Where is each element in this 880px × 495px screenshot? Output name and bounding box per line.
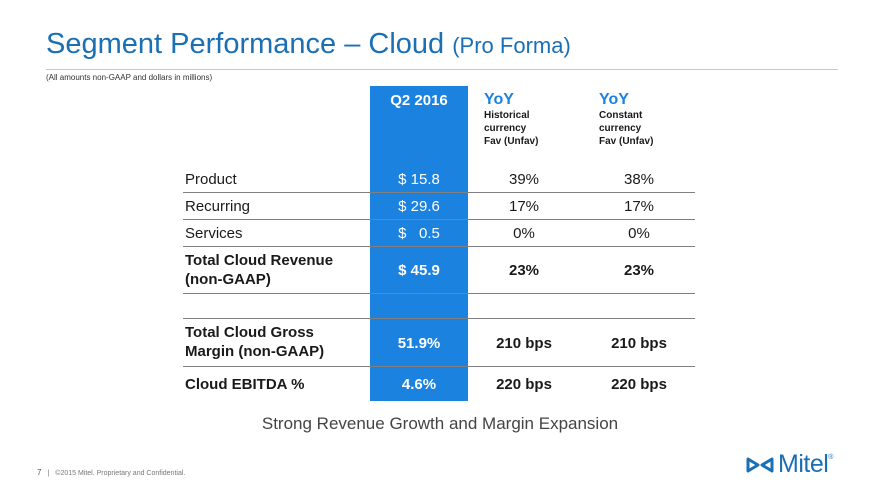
row-divider: [183, 293, 695, 294]
header-yoy-historical-line3: Fav (Unfav): [484, 136, 539, 147]
header-yoy-constant-line3: Fav (Unfav): [599, 136, 654, 147]
slide-title-main: Segment Performance – Cloud: [46, 28, 445, 60]
header-yoy-constant: YoY Constant currency Fav (Unfav): [599, 91, 653, 148]
row-q2-value: $ 45.9: [398, 262, 440, 279]
table-row-cloud-ebitda: Cloud EBITDA % 4.6% 220 bps 220 bps: [183, 374, 695, 396]
row-divider: [183, 246, 695, 247]
row-label: Total Cloud Revenue (non-GAAP): [185, 251, 333, 289]
row-yoy-historical: 17%: [508, 198, 540, 215]
header-yoy-constant-title: YoY: [599, 91, 629, 108]
header-yoy-historical: YoY Historical currency Fav (Unfav): [484, 91, 538, 148]
table-row-services: Services $ 0.5 0% 0%: [183, 223, 695, 245]
row-yoy-constant: 0%: [628, 225, 650, 242]
header-yoy-constant-line1: Constant: [599, 110, 643, 121]
row-yoy-constant: 220 bps: [611, 376, 667, 393]
header-yoy-historical-title: YoY: [484, 91, 514, 108]
row-divider: [183, 219, 695, 220]
slide-tagline: Strong Revenue Growth and Margin Expansi…: [261, 414, 619, 433]
footer-separator: |: [47, 470, 50, 477]
mitel-infinity-icon: [745, 456, 775, 474]
row-q2-value: $ 29.6: [398, 198, 440, 215]
row-divider: [183, 366, 695, 367]
table-row-product: Product $ 15.8 39% 38%: [183, 169, 695, 191]
table-row-total-cloud-gross-margin: Total Cloud Gross Margin (non-GAAP) 51.9…: [183, 322, 695, 364]
mitel-wordmark: Mitel: [778, 450, 829, 478]
header-q2-2016: Q2 2016: [390, 92, 448, 109]
row-yoy-historical: 23%: [508, 262, 540, 279]
table-row-recurring: Recurring $ 29.6 17% 17%: [183, 196, 695, 218]
row-label: Services: [185, 225, 243, 242]
slide-title-suffix: (Pro Forma): [452, 33, 571, 58]
row-label: Total Cloud Gross Margin (non-GAAP): [185, 323, 324, 361]
row-yoy-historical: 220 bps: [496, 376, 552, 393]
row-yoy-historical: 0%: [513, 225, 535, 242]
mitel-logo: Mitel ®: [745, 450, 833, 479]
row-label: Product: [185, 171, 237, 188]
copyright-notice: ©2015 Mitel. Proprietary and Confidentia…: [55, 470, 186, 477]
row-q2-value: 51.9%: [397, 335, 441, 352]
row-yoy-constant: 38%: [623, 171, 655, 188]
header-yoy-historical-line2: currency: [484, 123, 527, 134]
row-label-line2: Margin (non-GAAP): [185, 343, 325, 360]
row-yoy-constant: 210 bps: [611, 335, 667, 352]
amounts-note: (All amounts non-GAAP and dollars in mil…: [46, 73, 213, 82]
row-yoy-historical: 210 bps: [496, 335, 552, 352]
table-row-total-cloud-revenue: Total Cloud Revenue (non-GAAP) $ 45.9 23…: [183, 250, 695, 292]
row-yoy-constant: 17%: [623, 198, 655, 215]
registered-mark: ®: [828, 454, 834, 461]
row-label: Cloud EBITDA %: [185, 376, 305, 393]
header-yoy-historical-line1: Historical: [484, 110, 530, 121]
row-divider: [183, 318, 695, 319]
q2-2016-column-highlight: [370, 86, 468, 401]
row-yoy-historical: 39%: [508, 171, 540, 188]
row-divider: [183, 192, 695, 193]
row-q2-value: 4.6%: [401, 376, 437, 393]
row-yoy-constant: 23%: [623, 262, 655, 279]
row-q2-value: $ 0.5: [398, 225, 440, 242]
row-label-line2: (non-GAAP): [185, 271, 271, 288]
slide-title: Segment Performance – Cloud (Pro Forma): [46, 28, 571, 61]
slide-footer: 7 | ©2015 Mitel. Proprietary and Confident…: [37, 468, 185, 477]
row-label: Recurring: [185, 198, 251, 215]
page-number: 7: [37, 468, 42, 477]
row-label-line1: Total Cloud Revenue: [185, 252, 334, 269]
title-divider: [46, 69, 838, 70]
row-label-line1: Total Cloud Gross: [185, 324, 314, 341]
row-q2-value: $ 15.8: [398, 171, 440, 188]
header-yoy-constant-line2: currency: [599, 123, 642, 134]
